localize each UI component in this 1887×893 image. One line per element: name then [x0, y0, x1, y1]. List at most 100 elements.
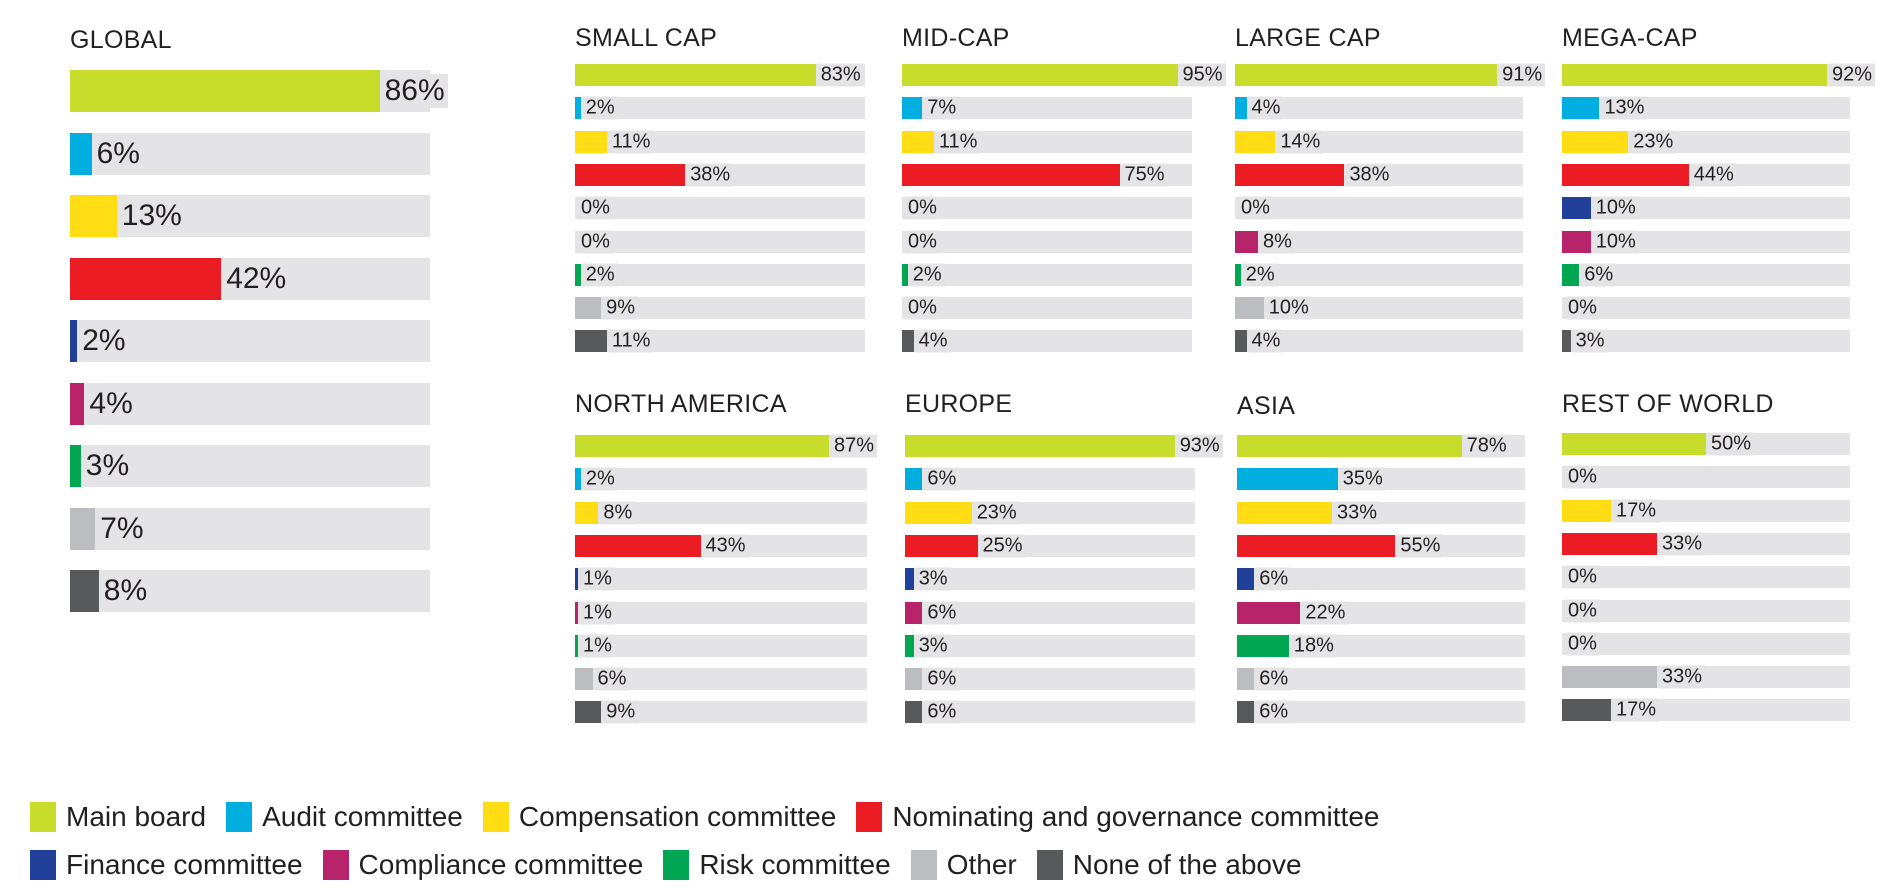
bar-row-none-of-the-above: 4% — [902, 329, 1192, 353]
bar-main-board — [575, 435, 830, 457]
bar-value-label: 0% — [1565, 465, 1600, 489]
bar-value-label: 8% — [600, 501, 636, 525]
bar-value-label: 55% — [1397, 534, 1444, 558]
bar-none-of-the-above — [1235, 330, 1247, 353]
bar-row-risk-committee: 3% — [70, 445, 430, 487]
bar-nominating-governance — [1562, 163, 1689, 186]
bar-row-risk-committee: 6% — [1562, 263, 1850, 287]
bar-none-of-the-above — [70, 570, 99, 612]
bar-nominating-governance — [575, 163, 686, 186]
bar-audit-committee — [902, 97, 923, 120]
bar-value-label: 6% — [93, 136, 143, 171]
legend-item-none-of-the-above: None of the above — [1036, 849, 1302, 881]
bar-value-label: 75% — [1121, 163, 1168, 187]
bar-row-risk-committee: 0% — [1562, 632, 1850, 656]
bar-row-finance-committee: 2% — [70, 320, 430, 362]
bar-risk-committee — [1235, 263, 1241, 286]
bar-value-label: 0% — [1565, 599, 1600, 622]
bar-compliance-committee — [1237, 601, 1301, 624]
bar-row-compliance-committee: 0% — [1562, 599, 1850, 622]
bar-value-label: 23% — [973, 501, 1020, 525]
legend-label: Finance committee — [66, 849, 303, 880]
bar-main-board — [1237, 435, 1462, 457]
bar-audit-committee — [1237, 468, 1338, 491]
bar-value-label: 83% — [817, 63, 864, 87]
bar-other — [575, 297, 602, 320]
bar-row-other: 10% — [1235, 296, 1523, 320]
bar-value-label: 11% — [608, 130, 654, 154]
legend-label: Risk committee — [699, 849, 891, 880]
bar-row-nominating-governance: 55% — [1237, 534, 1525, 558]
legend-label: Nominating and governance committee — [892, 801, 1380, 832]
bar-risk-committee — [902, 263, 908, 286]
bar-row-finance-committee: 6% — [1237, 567, 1525, 591]
bar-row-risk-committee: 3% — [905, 634, 1195, 658]
legend-label: Compensation committee — [518, 801, 837, 832]
bar-risk-committee — [905, 634, 914, 657]
bar-other — [905, 668, 923, 691]
bar-row-none-of-the-above: 3% — [1562, 329, 1850, 353]
legend-item-main-board: Main board — [30, 801, 206, 833]
bar-nominating-governance — [902, 163, 1120, 186]
panel-title: GLOBAL — [70, 26, 172, 54]
bar-row-risk-committee: 2% — [902, 263, 1192, 287]
bar-compensation-committee — [575, 501, 599, 524]
legend-swatch — [663, 850, 690, 880]
bar-row-other: 9% — [575, 296, 865, 320]
bar-row-compensation-committee: 33% — [1237, 501, 1525, 525]
bar-other — [1235, 297, 1264, 320]
bar-row-nominating-governance: 44% — [1562, 163, 1850, 187]
legend-swatch — [322, 850, 349, 880]
legend-swatch — [1036, 850, 1063, 880]
bar-value-label: 10% — [1592, 196, 1639, 220]
legend-swatch — [910, 850, 937, 880]
bar-row-none-of-the-above: 4% — [1235, 329, 1523, 353]
bar-value-label: 6% — [1256, 700, 1292, 724]
bar-value-label: 33% — [1659, 532, 1706, 556]
bar-value-label: 1% — [580, 567, 615, 591]
bar-value-label: 93% — [1176, 434, 1223, 458]
bar-compensation-committee — [902, 130, 934, 153]
bar-value-label: 33% — [1659, 665, 1706, 689]
bar-row-finance-committee: 1% — [575, 567, 867, 591]
bar-row-finance-committee: 0% — [902, 196, 1192, 220]
bar-row-other: 6% — [1237, 667, 1525, 691]
bar-value-label: 6% — [1581, 263, 1617, 287]
bar-value-label: 1% — [580, 634, 615, 658]
panel-title: ASIA — [1237, 392, 1296, 420]
bar-value-label: 0% — [1565, 632, 1600, 656]
bar-value-label: 4% — [915, 329, 951, 353]
bar-row-audit-committee: 6% — [70, 132, 430, 175]
bar-row-compensation-committee: 14% — [1235, 130, 1523, 154]
bar-row-compliance-committee: 0% — [575, 230, 865, 253]
bar-value-label: 4% — [1248, 329, 1284, 353]
bar-compensation-committee — [905, 501, 972, 524]
bar-row-nominating-governance: 42% — [70, 257, 430, 300]
bar-row-main-board: 78% — [1237, 434, 1525, 458]
bar-finance-committee — [575, 568, 578, 591]
legend-label: Audit committee — [262, 801, 463, 832]
bar-row-other: 0% — [1562, 296, 1850, 320]
bar-compliance-committee — [1235, 230, 1259, 253]
bar-compliance-committee — [575, 601, 578, 624]
legend-item-nominating-governance: Nominating and governance committee — [856, 801, 1379, 833]
bar-row-other: 0% — [902, 296, 1192, 320]
bar-value-label: 3% — [915, 634, 951, 658]
bar-row-risk-committee: 2% — [1235, 263, 1523, 287]
bar-value-label: 4% — [1248, 96, 1284, 120]
bar-value-label: 8% — [1260, 230, 1295, 253]
bar-none-of-the-above — [905, 701, 923, 724]
bar-row-none-of-the-above: 8% — [70, 570, 430, 612]
panel-title: LARGE CAP — [1235, 24, 1381, 52]
bar-compliance-committee — [905, 601, 923, 624]
bar-compliance-committee — [70, 382, 85, 425]
bar-value-label: 0% — [1238, 196, 1273, 220]
bar-none-of-the-above — [575, 701, 602, 724]
bar-value-label: 86% — [381, 74, 448, 108]
bar-value-label: 0% — [905, 296, 940, 320]
bar-nominating-governance — [905, 534, 978, 557]
bar-risk-committee — [70, 445, 81, 487]
legend-swatch — [226, 802, 253, 832]
bar-value-label: 10% — [1592, 230, 1639, 253]
bar-row-main-board: 50% — [1562, 432, 1850, 456]
